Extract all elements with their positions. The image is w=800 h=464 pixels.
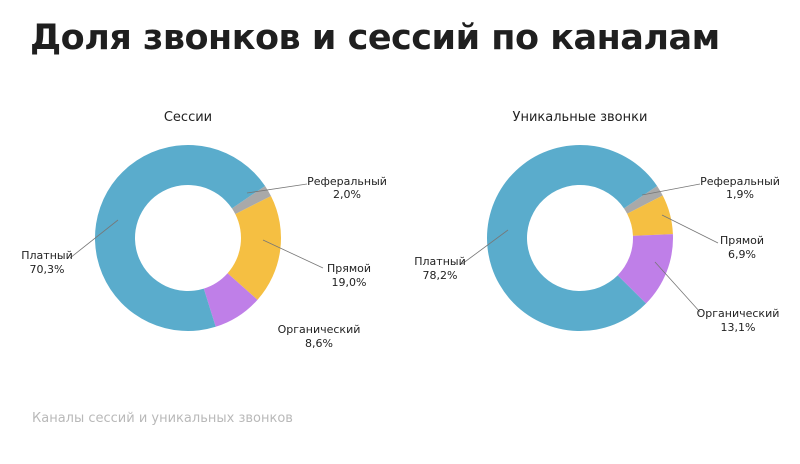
- slice-organic: [617, 234, 674, 304]
- slice-label-organic: Органический 8,6%: [278, 323, 361, 350]
- leader-line: [654, 261, 701, 313]
- slice-value: 13,1%: [721, 321, 756, 334]
- slice-name: Прямой: [327, 262, 371, 275]
- chart-slices: [486, 145, 674, 332]
- slice-name: Органический: [278, 323, 361, 336]
- leader-line: [262, 239, 324, 269]
- slice-label-referral: Реферальный 1,9%: [641, 175, 780, 201]
- slice-paid: [486, 145, 658, 332]
- chart-title: Уникальные звонки: [513, 110, 648, 125]
- chart-slices: [95, 144, 281, 331]
- leader-line: [661, 214, 719, 244]
- slice-referral: [231, 185, 272, 215]
- slice-value: 70,3%: [30, 263, 65, 276]
- chart-title: Сессии: [164, 110, 212, 125]
- chart-unique-calls: Уникальные звонки Реферальный 1,9% Прямо…: [414, 110, 780, 334]
- slice-value: 1,9%: [726, 188, 754, 201]
- slice-name: Реферальный: [307, 175, 387, 188]
- slice-organic: [203, 273, 258, 327]
- leader-line: [246, 183, 308, 194]
- leader-line: [69, 219, 119, 259]
- slice-value: 2,0%: [333, 188, 361, 201]
- slice-name: Платный: [21, 249, 72, 262]
- slice-label-direct: Прямой 19,0%: [262, 239, 371, 289]
- slice-label-referral: Реферальный 2,0%: [246, 175, 387, 201]
- slice-direct: [627, 195, 673, 236]
- slice-name: Реферальный: [700, 175, 780, 188]
- page-title: Доля звонков и сессий по каналам: [30, 18, 720, 58]
- chart-sessions: Сессии Реферальный 2,0% Прямой 19,0% Орг…: [21, 110, 387, 350]
- chart-caption: Каналы сессий и уникальных звонков: [32, 411, 293, 426]
- slice-label-organic: Органический 13,1%: [654, 261, 780, 334]
- slice-paid: [95, 144, 266, 331]
- slice-label-paid: Платный 70,3%: [21, 219, 119, 276]
- slice-name: Прямой: [720, 234, 764, 247]
- slice-value: 78,2%: [423, 269, 458, 282]
- leader-line: [641, 183, 701, 196]
- slice-name: Органический: [697, 307, 780, 320]
- slice-label-paid: Платный 78,2%: [414, 229, 509, 282]
- slice-value: 6,9%: [728, 248, 756, 261]
- slice-value: 8,6%: [305, 337, 333, 350]
- slice-direct: [227, 196, 281, 300]
- leader-line: [461, 229, 509, 265]
- slice-value: 19,0%: [332, 276, 367, 289]
- slice-label-direct: Прямой 6,9%: [661, 214, 764, 261]
- slice-name: Платный: [414, 255, 465, 268]
